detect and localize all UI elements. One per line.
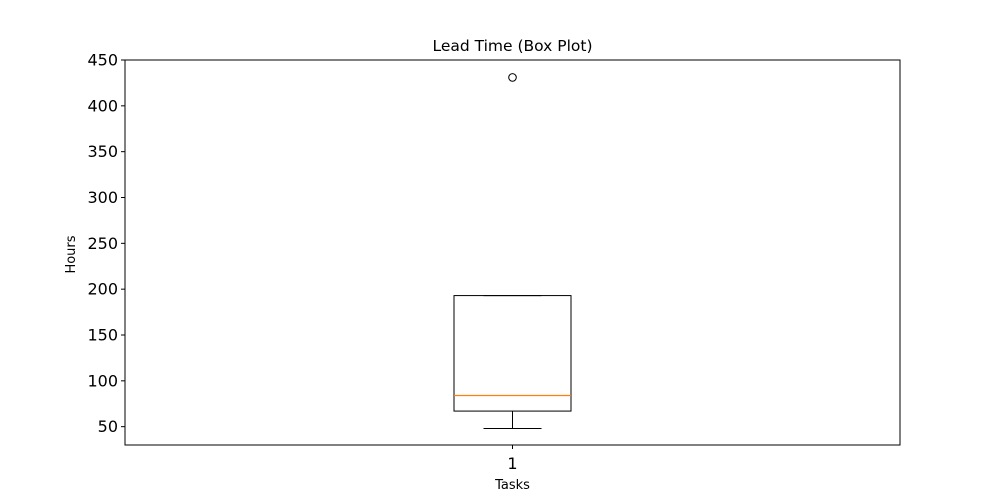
y-tick-label: 100 [87,371,118,390]
y-tick-label: 450 [87,51,118,70]
interquartile-box [453,295,572,412]
x-axis-label: Tasks [494,478,530,493]
box-series [453,73,572,429]
y-tick-label: 300 [87,188,118,207]
outlier-point [508,73,517,82]
y-axis-label: Hours [64,235,79,273]
x-axis-ticks: 1 [507,445,518,473]
plot-frame [124,59,901,446]
x-tick-label: 1 [507,454,517,473]
chart-title: Lead Time (Box Plot) [432,37,592,55]
y-tick-label: 150 [87,326,118,345]
y-tick-label: 400 [87,96,118,115]
y-tick-label: 250 [87,234,118,253]
box-1 [453,73,572,429]
y-tick-label: 350 [87,142,118,161]
y-tick-label: 50 [98,417,118,436]
y-tick-label: 200 [87,280,118,299]
y-axis-ticks: 50 100 150 200 250 300 350 400 450 [87,51,125,436]
